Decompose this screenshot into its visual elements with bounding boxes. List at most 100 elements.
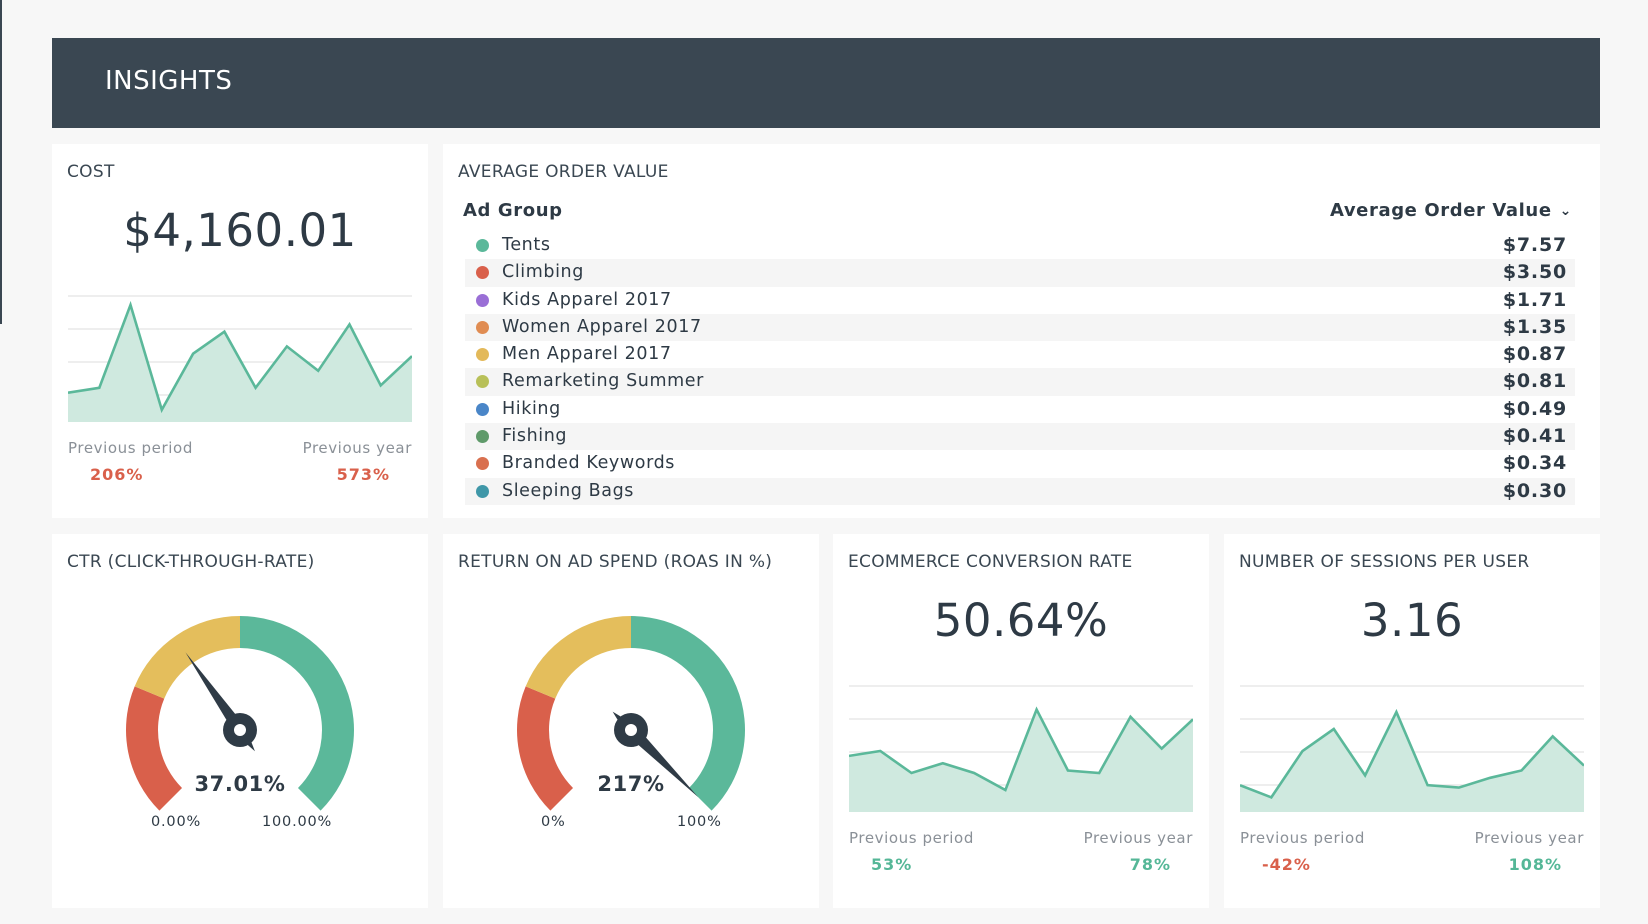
table-row[interactable]: Sleeping Bags $0.30 — [465, 477, 1575, 505]
average-order-value: $1.35 — [1502, 315, 1567, 338]
ad-group-name: Hiking — [502, 398, 561, 419]
ad-group-name: Tents — [502, 235, 551, 255]
conversion-sparkline-area — [849, 709, 1193, 812]
average-order-value: $0.87 — [1502, 343, 1567, 366]
ad-group-name: Branded Keywords — [502, 453, 676, 474]
roas-gauge-band-red — [517, 686, 574, 811]
sessions-sparkline — [1240, 685, 1584, 812]
roas-gauge-band-yellow — [525, 616, 631, 699]
roas-title: RETURN ON AD SPEND (ROAS IN %) — [458, 552, 773, 572]
table-row[interactable]: Hiking $0.49 — [465, 396, 1575, 423]
ad-group-name: Sleeping Bags — [502, 480, 634, 501]
cost-prev-year-value: 573% — [336, 465, 390, 484]
aov-card: AVERAGE ORDER VALUE Ad Group Average Ord… — [443, 144, 1600, 518]
average-order-value: $0.81 — [1502, 370, 1567, 393]
legend-dot-icon — [476, 375, 489, 389]
roas-gauge-band-green — [631, 616, 745, 811]
legend-dot-icon — [476, 348, 489, 362]
ctr-card: CTR (CLICK-THROUGH-RATE) 37.01% 0.00% 10… — [52, 534, 428, 908]
cost-card: COST $4,160.01 Previous period Previous … — [52, 144, 428, 518]
conversion-sparkline — [849, 685, 1193, 812]
cost-sparkline-line — [68, 300, 412, 414]
ctr-gauge-hub-hole — [234, 724, 246, 736]
conversion-value: 50.64% — [933, 594, 1109, 647]
ctr-gauge-band-yellow — [134, 616, 240, 699]
ctr-gauge-max: 100.00% — [262, 814, 333, 830]
average-order-value: $0.41 — [1502, 425, 1567, 448]
aov-col-value-header[interactable]: Average Order Value ⌄ — [1330, 200, 1572, 221]
legend-dot-icon — [476, 430, 489, 444]
aov-col-value: Average Order Value — [1329, 200, 1552, 221]
table-row[interactable]: Tents $7.57 — [465, 232, 1575, 259]
ad-group-name: Remarketing Summer — [502, 371, 704, 392]
roas-gauge-min: 0% — [541, 814, 566, 830]
left-edge-rule — [0, 0, 2, 324]
cost-sparkline-area — [68, 304, 412, 422]
roas-gauge — [517, 616, 745, 811]
legend-dot-icon — [476, 457, 489, 471]
sessions-value: 3.16 — [1360, 594, 1464, 647]
legend-dot-icon — [476, 266, 489, 280]
conversion-prev-year-label: Previous year — [1083, 829, 1193, 847]
aov-table-body: Tents $7.57 Climbing $3.50 Kids Apparel 2017… — [465, 232, 1575, 505]
roas-gauge-hub-hole — [625, 724, 637, 736]
conversion-card: ECOMMERCE CONVERSION RATE 50.64% Previou… — [833, 534, 1209, 908]
page-title: INSIGHTS — [105, 66, 233, 96]
ctr-gauge — [125, 616, 355, 811]
average-order-value: $7.57 — [1502, 234, 1567, 256]
average-order-value: $1.71 — [1502, 288, 1567, 311]
sessions-card: NUMBER OF SESSIONS PER USER 3.16 Previou… — [1224, 534, 1600, 908]
average-order-value: $0.49 — [1502, 397, 1567, 420]
cost-sparkline — [68, 295, 412, 422]
table-row[interactable]: Men Apparel 2017 $0.87 — [465, 341, 1575, 368]
legend-dot-icon — [476, 320, 489, 334]
cost-value: $4,160.01 — [123, 204, 357, 257]
sessions-sparkline-area — [1240, 712, 1584, 812]
average-order-value: $0.34 — [1502, 452, 1567, 475]
ctr-gauge-band-red — [125, 686, 183, 811]
sessions-prev-period-value: -42% — [1262, 855, 1311, 874]
average-order-value: $0.30 — [1502, 479, 1567, 502]
conversion-sparkline-line — [849, 706, 1193, 792]
table-row[interactable]: Remarketing Summer $0.81 — [465, 368, 1575, 396]
cost-prev-period-value: 206% — [90, 465, 144, 484]
ad-group-name: Women Apparel 2017 — [502, 316, 702, 337]
insights-header: INSIGHTS — [52, 38, 1600, 128]
conversion-title: ECOMMERCE CONVERSION RATE — [848, 552, 1133, 572]
ad-group-name: Kids Apparel 2017 — [502, 289, 672, 310]
legend-dot-icon — [476, 484, 489, 498]
sessions-title: NUMBER OF SESSIONS PER USER — [1239, 552, 1530, 572]
legend-dot-icon — [476, 239, 489, 252]
conversion-prev-year-value: 78% — [1129, 855, 1171, 874]
conversion-prev-period-value: 53% — [871, 855, 913, 874]
table-row[interactable]: Climbing $3.50 — [465, 259, 1575, 287]
table-row[interactable]: Fishing $0.41 — [465, 423, 1575, 451]
ctr-gauge-min: 0.00% — [151, 814, 202, 830]
ad-group-name: Climbing — [502, 262, 584, 283]
sessions-prev-year-label: Previous year — [1474, 829, 1584, 847]
table-row[interactable]: Kids Apparel 2017 $1.71 — [465, 287, 1575, 314]
roas-card: RETURN ON AD SPEND (ROAS IN %) 217% 0% 1… — [443, 534, 819, 908]
sessions-sparkline-line — [1240, 708, 1584, 799]
legend-dot-icon — [476, 402, 489, 416]
cost-title: COST — [67, 162, 115, 182]
cost-prev-year-label: Previous year — [302, 439, 412, 457]
average-order-value: $3.50 — [1502, 261, 1567, 284]
cost-prev-period-label: Previous period — [68, 439, 193, 457]
roas-gauge-value: 217% — [597, 772, 665, 796]
table-row[interactable]: Branded Keywords $0.34 — [465, 450, 1575, 477]
ctr-title: CTR (CLICK-THROUGH-RATE) — [67, 552, 315, 572]
chevron-down-icon[interactable]: ⌄ — [1559, 203, 1572, 219]
ad-group-name: Men Apparel 2017 — [502, 344, 672, 365]
ctr-gauge-band-green — [240, 616, 355, 811]
aov-title: AVERAGE ORDER VALUE — [458, 162, 669, 182]
sessions-prev-period-label: Previous period — [1240, 829, 1365, 847]
ctr-gauge-value: 37.01% — [194, 772, 286, 796]
conversion-prev-period-label: Previous period — [849, 829, 974, 847]
roas-gauge-max: 100% — [677, 814, 722, 830]
table-row[interactable]: Women Apparel 2017 $1.35 — [465, 313, 1575, 342]
legend-dot-icon — [476, 293, 489, 307]
aov-col-group[interactable]: Ad Group — [463, 200, 563, 221]
sessions-prev-year-value: 108% — [1508, 855, 1562, 874]
ad-group-name: Fishing — [502, 426, 568, 447]
